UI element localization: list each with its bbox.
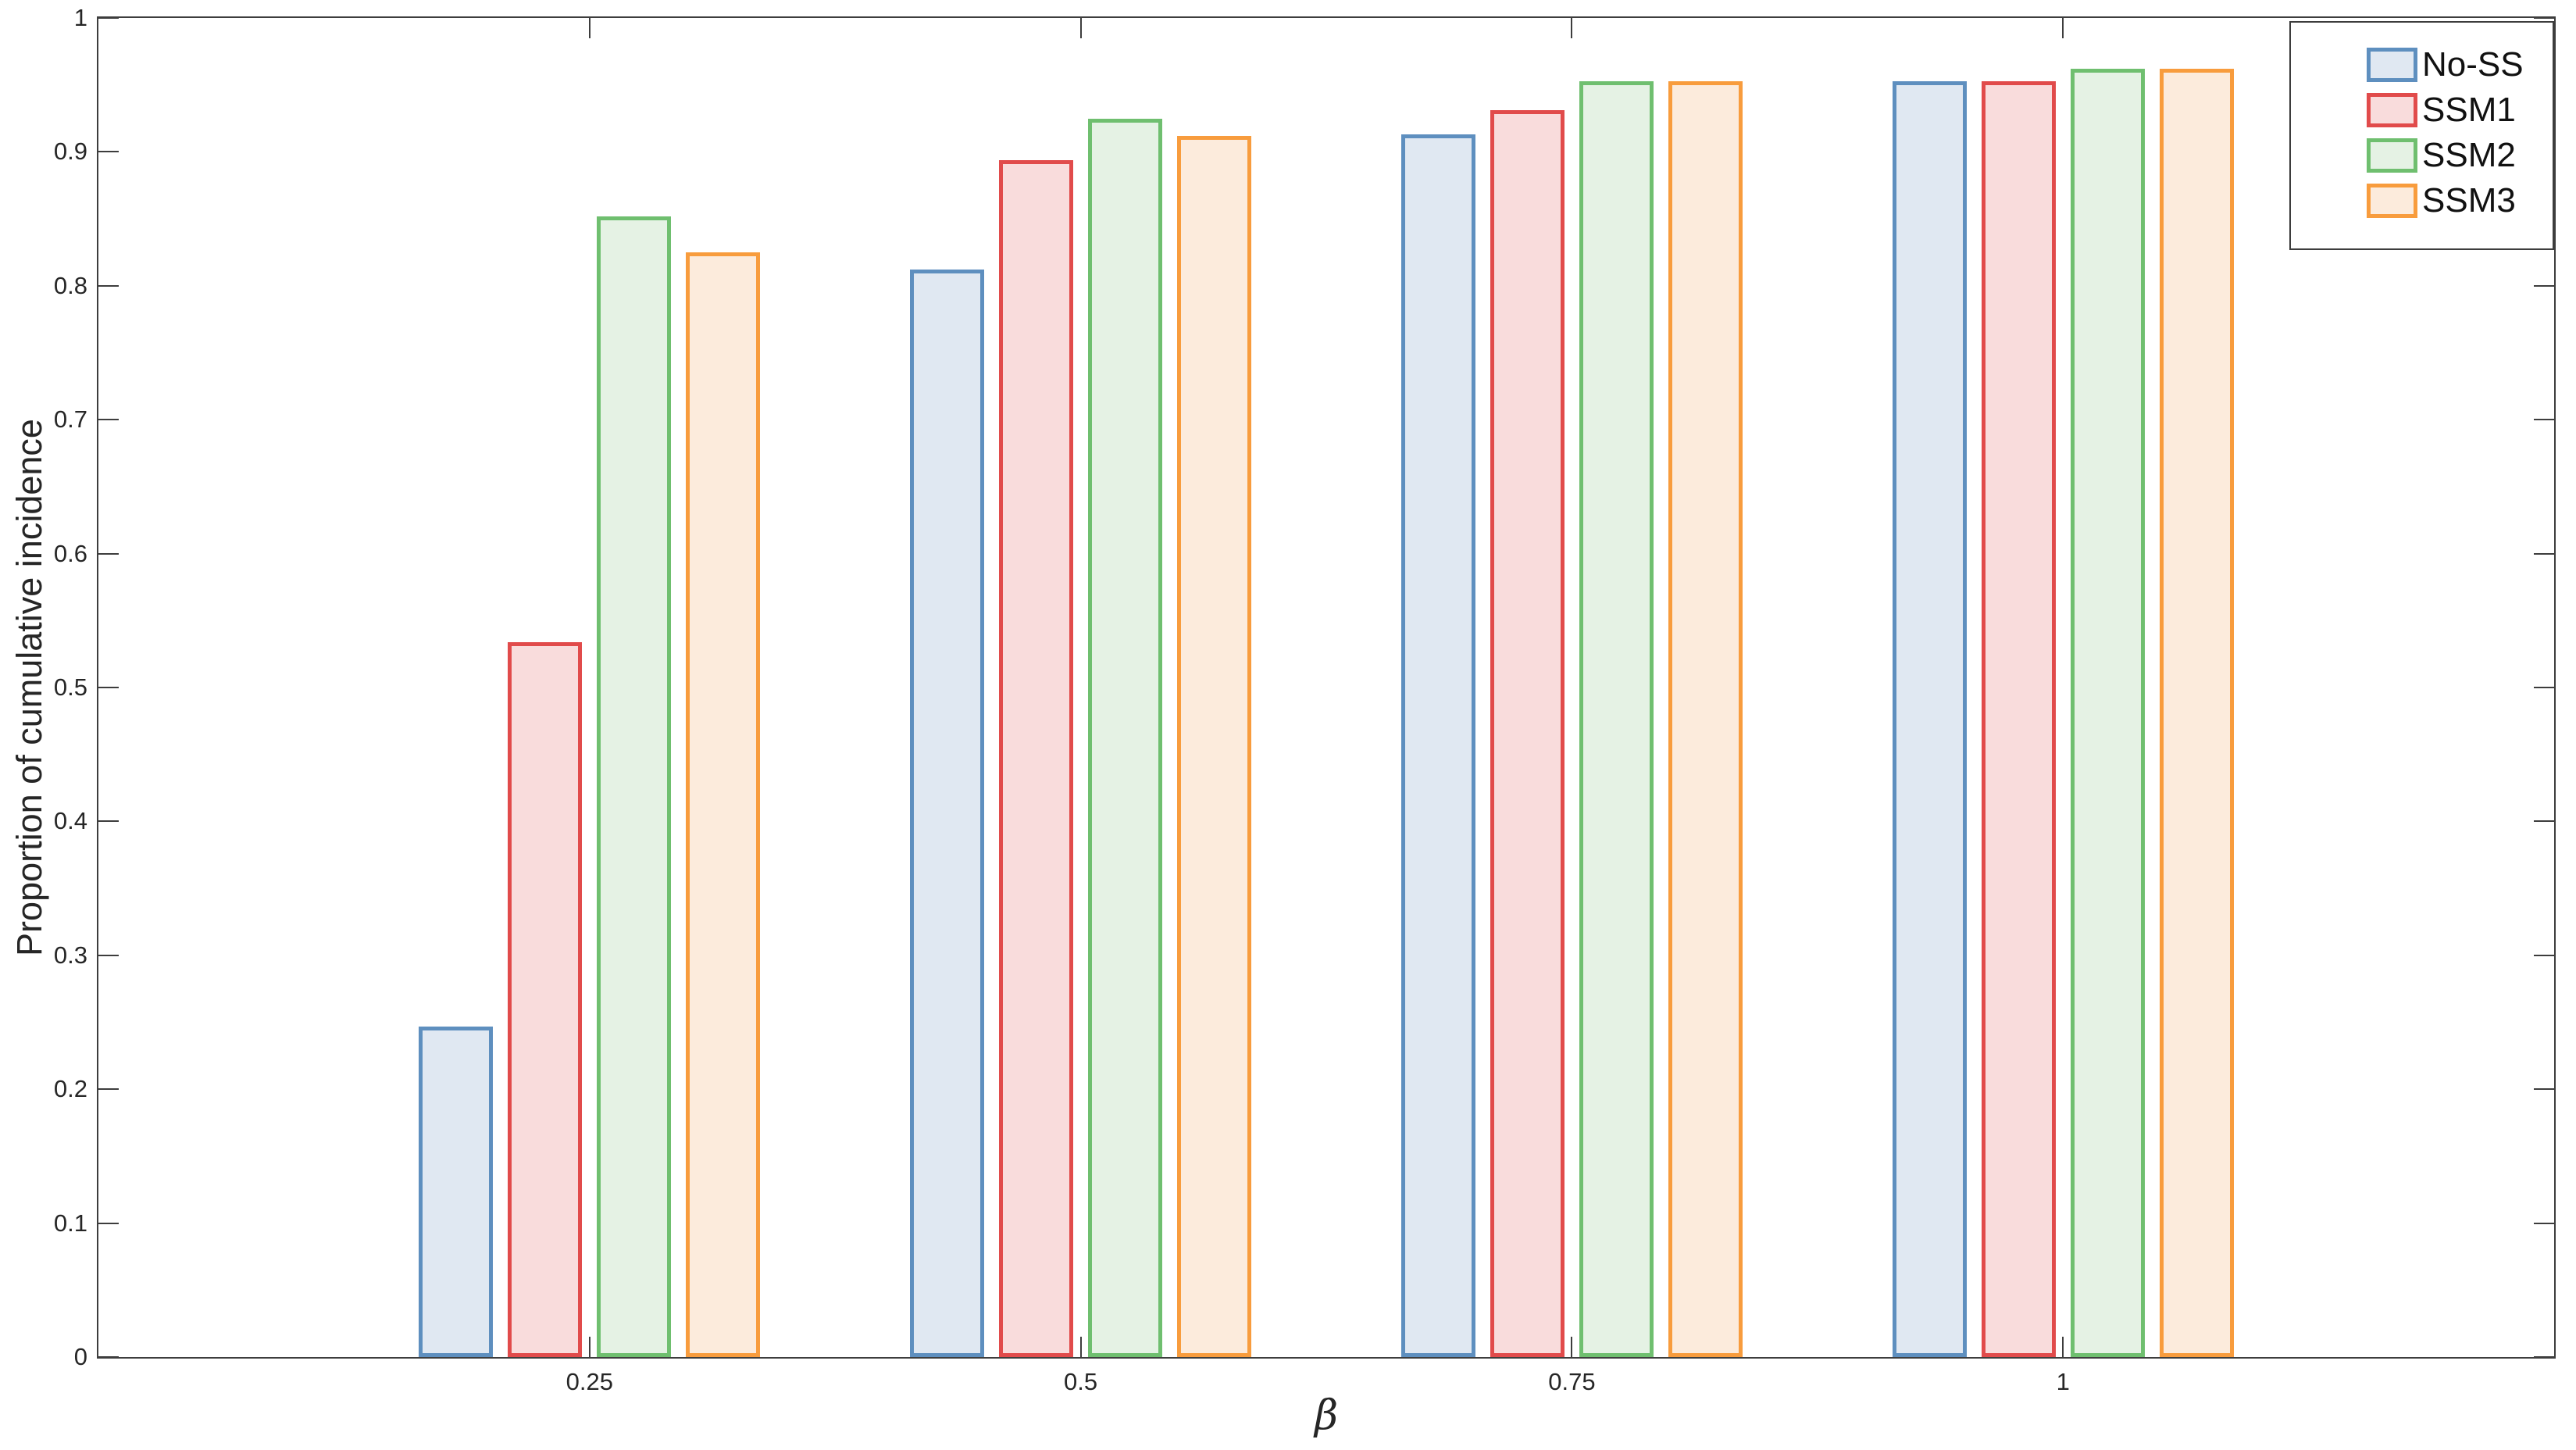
y-tick-right-0 bbox=[2534, 1356, 2554, 1358]
legend-label: SSM2 bbox=[2422, 136, 2516, 174]
x-tick-bottom-1 bbox=[2062, 1337, 2064, 1357]
y-tick-label: 0.9 bbox=[53, 138, 87, 166]
x-tick-bottom-0.75 bbox=[1571, 1337, 1573, 1357]
bar-No-SS-beta-0.5 bbox=[910, 270, 985, 1357]
bar-SSM1-beta-1 bbox=[1981, 81, 2056, 1357]
legend-swatch-SSM3 bbox=[2367, 184, 2417, 218]
bar-SSM3-beta-0.25 bbox=[686, 252, 761, 1357]
plot-area bbox=[97, 16, 2556, 1359]
y-tick-left-0.5 bbox=[98, 687, 119, 688]
x-tick-label: 0.5 bbox=[1064, 1368, 1098, 1395]
y-tick-left-0.3 bbox=[98, 954, 119, 956]
legend-label: SSM3 bbox=[2422, 181, 2516, 220]
bar-SSM1-beta-0.75 bbox=[1490, 110, 1565, 1357]
y-tick-left-0.6 bbox=[98, 552, 119, 555]
bar-SSM2-beta-1 bbox=[2070, 69, 2145, 1357]
legend-swatch-SSM1 bbox=[2367, 93, 2417, 127]
y-tick-left-0.4 bbox=[98, 820, 119, 823]
y-tick-label: 0.2 bbox=[53, 1075, 87, 1103]
y-tick-label: 0 bbox=[73, 1343, 87, 1370]
y-tick-right-0.3 bbox=[2534, 954, 2554, 956]
legend-item-SSM1: SSM1 bbox=[2367, 93, 2553, 127]
legend: No-SS SSM1 SSM2 SSM3 bbox=[2289, 21, 2554, 250]
legend-item-No-SS: No-SS bbox=[2367, 48, 2553, 82]
y-tick-right-0.6 bbox=[2534, 552, 2554, 555]
bar-SSM2-beta-0.75 bbox=[1579, 81, 1654, 1357]
y-tick-left-0 bbox=[98, 1356, 119, 1358]
y-tick-left-0.2 bbox=[98, 1088, 119, 1091]
y-tick-left-0.7 bbox=[98, 419, 119, 421]
bar-No-SS-beta-1 bbox=[1892, 81, 1967, 1357]
x-axis-label: β bbox=[1314, 1392, 1339, 1439]
legend-label: SSM1 bbox=[2422, 91, 2516, 129]
x-tick-top-0.25 bbox=[588, 18, 590, 38]
bar-No-SS-beta-0.75 bbox=[1400, 134, 1475, 1357]
bar-SSM3-beta-0.75 bbox=[1668, 81, 1743, 1357]
y-tick-label: 0.3 bbox=[53, 941, 87, 969]
y-tick-label: 0.7 bbox=[53, 405, 87, 434]
y-tick-label: 0.1 bbox=[53, 1209, 87, 1237]
bar-SSM3-beta-1 bbox=[2159, 69, 2234, 1357]
x-tick-top-1 bbox=[2062, 18, 2064, 38]
y-tick-label: 0.6 bbox=[53, 539, 87, 567]
x-tick-bottom-0.25 bbox=[588, 1337, 590, 1357]
bar-SSM1-beta-0.25 bbox=[508, 642, 583, 1357]
legend-swatch-No-SS bbox=[2367, 48, 2417, 82]
bar-SSM1-beta-0.5 bbox=[999, 160, 1074, 1357]
y-tick-left-0.1 bbox=[98, 1222, 119, 1224]
x-tick-bottom-0.5 bbox=[1079, 1337, 1082, 1357]
y-tick-left-0.8 bbox=[98, 284, 119, 287]
y-tick-right-1 bbox=[2534, 17, 2554, 19]
x-tick-label: 1 bbox=[2056, 1368, 2070, 1395]
x-tick-label: 0.75 bbox=[1548, 1368, 1596, 1395]
x-tick-label: 0.25 bbox=[566, 1368, 613, 1395]
y-tick-right-0.5 bbox=[2534, 687, 2554, 688]
y-tick-right-0.8 bbox=[2534, 284, 2554, 287]
y-tick-right-0.2 bbox=[2534, 1088, 2554, 1091]
y-tick-label: 0.5 bbox=[53, 673, 87, 701]
x-tick-top-0.5 bbox=[1079, 18, 1082, 38]
y-tick-label: 1 bbox=[73, 4, 87, 31]
bar-SSM3-beta-0.5 bbox=[1177, 136, 1252, 1357]
y-tick-left-0.9 bbox=[98, 151, 119, 153]
legend-item-SSM3: SSM3 bbox=[2367, 184, 2553, 218]
y-tick-right-0.1 bbox=[2534, 1222, 2554, 1224]
legend-swatch-SSM2 bbox=[2367, 138, 2417, 173]
bar-SSM2-beta-0.5 bbox=[1088, 119, 1163, 1357]
y-tick-label: 0.4 bbox=[53, 807, 87, 835]
y-tick-right-0.4 bbox=[2534, 820, 2554, 823]
legend-label: No-SS bbox=[2422, 45, 2524, 84]
y-tick-right-0.7 bbox=[2534, 419, 2554, 421]
y-tick-left-1 bbox=[98, 17, 119, 19]
y-tick-label: 0.8 bbox=[53, 271, 87, 299]
bar-SSM2-beta-0.25 bbox=[597, 216, 672, 1357]
bar-No-SS-beta-0.25 bbox=[419, 1027, 494, 1357]
legend-item-SSM2: SSM2 bbox=[2367, 138, 2553, 173]
x-tick-top-0.75 bbox=[1571, 18, 1573, 38]
